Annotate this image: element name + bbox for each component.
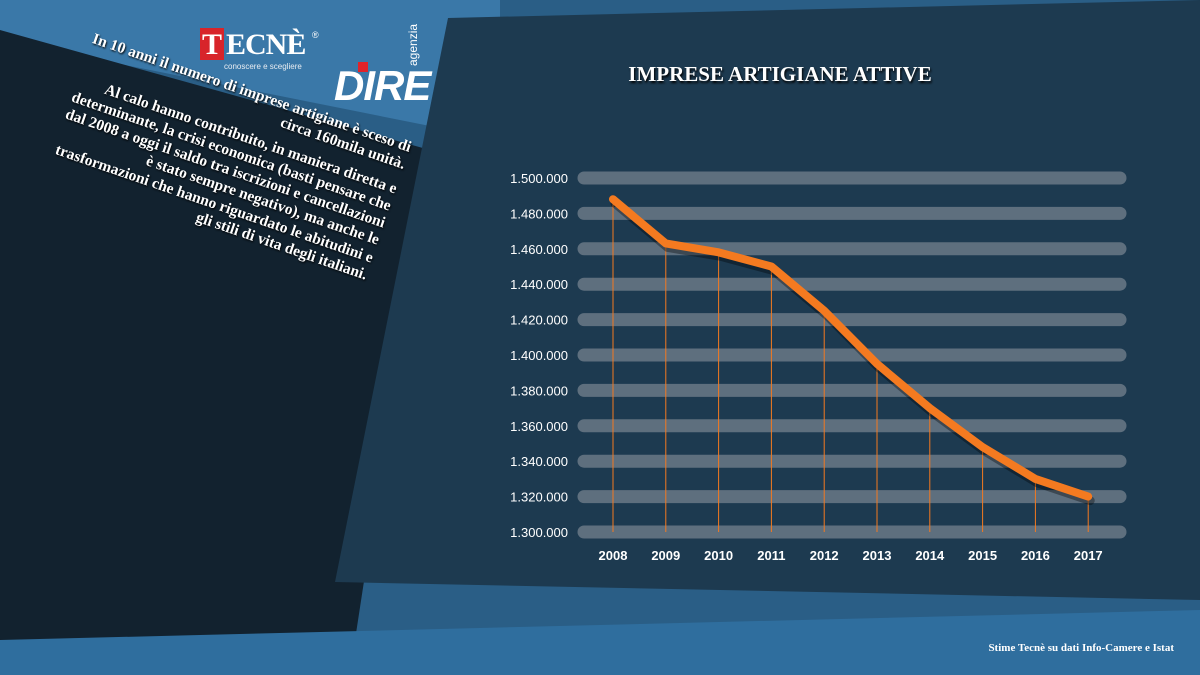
- x-tick-label: 2008: [599, 548, 628, 563]
- y-tick-label: 1.340.000: [510, 454, 568, 469]
- y-tick-label: 1.480.000: [510, 206, 568, 221]
- x-tick-label: 2011: [757, 548, 785, 563]
- top-left-band: [0, 0, 500, 140]
- x-tick-label: 2010: [704, 548, 733, 563]
- y-tick-label: 1.420.000: [510, 313, 568, 328]
- dire-logo-word: DIRE: [334, 62, 431, 109]
- bottom-band: [0, 610, 1200, 675]
- tecne-tagline: conoscere e scegliere: [224, 62, 302, 71]
- dire-logo: DIRE agenzia: [334, 24, 431, 116]
- x-tick-label: 2016: [1021, 548, 1050, 563]
- data-point: [1086, 494, 1091, 499]
- x-tick-label: 2015: [968, 548, 997, 563]
- y-tick-label: 1.380.000: [510, 383, 568, 398]
- data-point: [611, 197, 615, 202]
- tecne-logo: T ECNÈ ® conoscere e scegliere: [200, 28, 320, 74]
- data-point: [663, 241, 668, 246]
- y-tick-label: 1.300.000: [510, 525, 568, 540]
- series-line: [609, 195, 1093, 501]
- y-tick-label: 1.320.000: [510, 490, 568, 505]
- dire-logo-dot: [358, 62, 368, 72]
- data-point: [927, 406, 932, 411]
- dire-logo-agenzia: agenzia: [406, 23, 420, 66]
- tecne-logo-word: ECNÈ: [226, 28, 306, 61]
- x-tick-label: 2009: [651, 548, 680, 563]
- data-point: [980, 445, 985, 450]
- data-point: [822, 308, 827, 313]
- text-panel: [0, 30, 430, 675]
- chart-title: IMPRESE ARTIGIANE ATTIVE: [628, 62, 932, 86]
- data-point: [716, 250, 721, 255]
- x-tick-label: 2017: [1074, 548, 1103, 563]
- y-tick-label: 1.440.000: [510, 277, 568, 292]
- line-chart: 1.300.000 1.320.000 1.340.000 1.360.000 1.38…: [510, 171, 1127, 563]
- data-point: [1033, 476, 1038, 481]
- y-tick-label: 1.400.000: [510, 348, 568, 363]
- tecne-registered-mark: ®: [312, 30, 319, 40]
- x-tick-label: 2014: [915, 548, 945, 563]
- data-point: [769, 264, 774, 269]
- x-tick-label: 2013: [863, 548, 892, 563]
- source-note: Stime Tecnè su dati Info-Camere e Istat: [988, 642, 1174, 654]
- y-tick-label: 1.500.000: [510, 171, 568, 186]
- x-tick-label: 2012: [810, 548, 839, 563]
- data-point: [875, 361, 879, 366]
- y-tick-label: 1.360.000: [510, 419, 568, 434]
- y-tick-label: 1.460.000: [510, 242, 568, 257]
- tecne-logo-mark: T: [200, 28, 224, 61]
